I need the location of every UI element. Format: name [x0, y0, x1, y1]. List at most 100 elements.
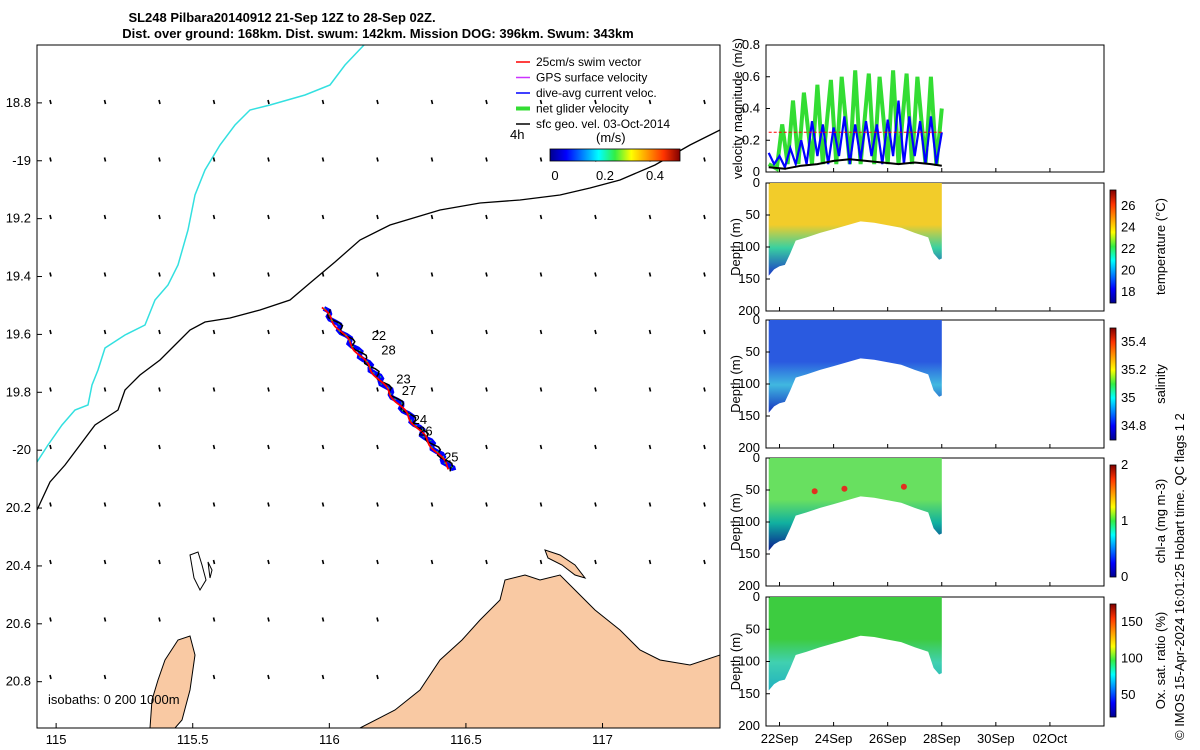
heatmap-y-tick-label: 50 [746, 482, 760, 497]
vector-arrow [376, 674, 379, 680]
vector-arrow [49, 272, 52, 277]
time-tick-label: 30Sep [977, 731, 1015, 746]
map-y-tick-label: 19.6 [6, 326, 31, 341]
heatmap-y-tick-label: 50 [746, 344, 760, 359]
vector-arrow [648, 99, 652, 105]
land-area [149, 549, 720, 728]
heatmap-colorbar-tick-label: 35 [1121, 390, 1135, 405]
vector-arrow [212, 99, 216, 105]
heatmap-y-tick-label: 50 [746, 207, 760, 222]
vector-arrow [158, 559, 161, 565]
vector-arrow [103, 387, 107, 392]
legend-entry: sfc geo. vel. 03-Oct-2014 [536, 117, 670, 131]
vector-arrow [212, 617, 216, 622]
vector-arrow [539, 559, 543, 565]
heatmap-y-label: Depth (m) [728, 493, 743, 551]
heatmap-y-tick-label: 100 [738, 376, 760, 391]
velocity-y-tick-label: 0.2 [742, 132, 760, 147]
net-glider-track [323, 308, 455, 471]
vector-arrow [648, 502, 652, 507]
isobath-cyan-line [37, 45, 365, 463]
heatmap-y-label: Depth (m) [728, 355, 743, 413]
vector-arrow [267, 214, 270, 220]
vector-arrow [321, 387, 325, 392]
vector-arrow [703, 387, 706, 392]
heatmap-colorbar-tick-label: 0 [1121, 569, 1128, 584]
heatmap-panel: 0 50 100 150 200 Depth (m) 34.8 35 35.2 35.4 salin… [728, 312, 1168, 455]
vector-arrow [214, 733, 215, 737]
vector-arrow [703, 329, 706, 335]
vector-arrow [485, 272, 488, 277]
heatmap-y-label: Depth (m) [728, 218, 743, 276]
vector-arrow [212, 329, 216, 335]
vector-arrow [703, 444, 706, 450]
map-y-tick-label: 19.8 [6, 384, 31, 399]
heatmap-colorbar-tick-label: 18 [1121, 284, 1135, 299]
isobaths-label: isobaths: 0 200 1000m [48, 692, 180, 707]
vector-arrow [158, 444, 161, 450]
vector-arrow [594, 214, 597, 220]
map-y-tick-label: 20.6 [6, 616, 31, 631]
vector-arrow [103, 617, 107, 622]
map-colorbar-label: (m/s) [596, 130, 626, 145]
vector-arrow [376, 272, 379, 277]
map-colorbar-ticks: 0 0.2 0.4 [551, 168, 664, 183]
vector-arrow [49, 329, 52, 335]
heatmap-colorbar-label: temperature (°C) [1153, 198, 1168, 295]
vector-arrow [105, 733, 106, 737]
map-colorbar-tick-label: 0 [551, 168, 558, 183]
legend-entry: GPS surface velocity [536, 71, 647, 85]
glider-track [321, 306, 457, 472]
vector-arrow [376, 329, 379, 335]
heatmap-colorbar-label: salinity [1153, 364, 1168, 404]
heatmap-y-tick-label: 150 [738, 546, 760, 561]
vector-arrow [703, 559, 706, 565]
vector-arrow [594, 329, 597, 335]
legend-entry: net glider velocity [536, 102, 629, 116]
vector-arrow [103, 559, 107, 565]
vector-arrow [267, 502, 270, 507]
heatmap-colorbar [1109, 603, 1117, 718]
heatmap-y-tick-label: 200 [738, 578, 760, 593]
heatmap-y-tick-label: 0 [753, 312, 760, 327]
vector-arrow [539, 444, 543, 450]
velocity-y-tick-label: 0.8 [742, 37, 760, 52]
map-y-tick-label: 19.4 [6, 269, 31, 284]
vector-arrow [321, 559, 325, 565]
vector-arrow [49, 502, 52, 507]
heatmap-field [768, 458, 942, 551]
map-x-tick-label: 115 [46, 732, 67, 747]
heatmap-field [768, 320, 942, 413]
chart-subtitle: Dist. over ground: 168km. Dist. swum: 14… [122, 26, 634, 41]
credit-text: © IMOS 15-Apr-2024 16:01:25 Hobart time.… [1172, 413, 1187, 740]
vector-arrow [539, 387, 543, 392]
vector-arrow [49, 559, 52, 565]
vector-arrow [49, 214, 52, 220]
vector-arrow [594, 387, 597, 392]
velocity-y-tick-label: 0.6 [742, 69, 760, 84]
map-frame [36, 44, 721, 729]
vector-arrow [648, 559, 652, 565]
vector-arrow [539, 272, 543, 277]
day-label: 27 [402, 383, 416, 398]
heatmap-colorbar-tick-label: 50 [1121, 687, 1135, 702]
vector-arrow [376, 387, 379, 392]
chart-title: SL248 Pilbara20140912 21-Sep 12Z to 28-S… [128, 10, 435, 25]
vector-arrow [103, 674, 107, 680]
vector-arrow [321, 617, 325, 622]
vector-arrow [539, 99, 543, 105]
heatmap-y-tick-label: 0 [753, 175, 760, 190]
heatmap-y-tick-label: 200 [738, 718, 760, 733]
vector-arrow [267, 329, 270, 335]
vector-arrow [103, 444, 107, 450]
vector-arrow [212, 214, 216, 220]
vector-arrow [485, 502, 488, 507]
vector-arrow [376, 157, 379, 162]
heatmap-y-tick-label: 200 [738, 303, 760, 318]
heatmap-panel: 0 50 100 150 200 Depth (m) 0 1 2 chl-a (mg m-3) [728, 450, 1168, 593]
vector-arrow [377, 733, 378, 737]
vector-arrow [158, 99, 161, 105]
day-label: 23 [396, 372, 410, 387]
time-tick-label: 24Sep [815, 731, 853, 746]
vector-arrow [212, 157, 216, 162]
